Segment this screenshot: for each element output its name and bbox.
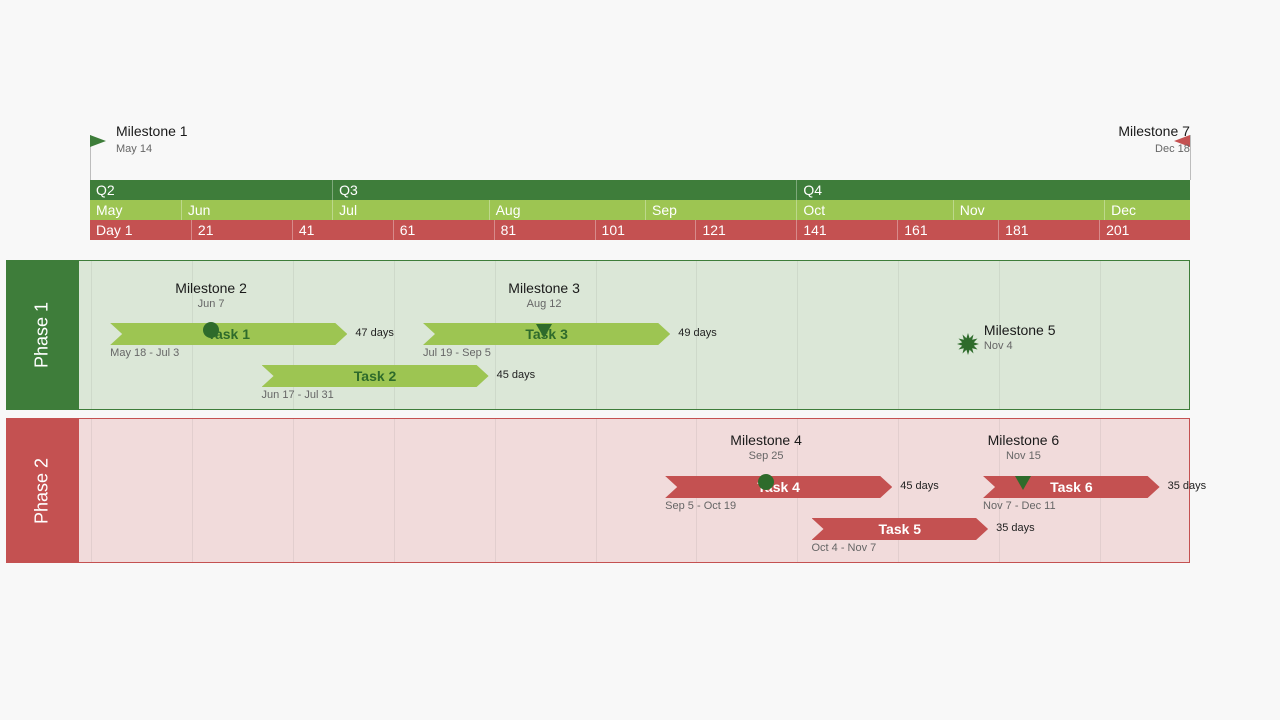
gridline bbox=[495, 419, 496, 562]
gridline bbox=[394, 419, 395, 562]
task-label: Task 6 bbox=[1050, 479, 1093, 495]
gridline bbox=[596, 419, 597, 562]
gridline bbox=[898, 261, 899, 409]
task-label: Task 5 bbox=[879, 521, 922, 537]
milestone-date: Aug 12 bbox=[474, 298, 614, 310]
top-milestone-title: Milestone 7 bbox=[1070, 123, 1190, 139]
milestone-date: Nov 15 bbox=[953, 450, 1093, 462]
task-duration: 47 days bbox=[355, 327, 394, 339]
header-day-101: 101 bbox=[595, 220, 696, 240]
header-day-41: 41 bbox=[292, 220, 393, 240]
header-day-161: 161 bbox=[897, 220, 998, 240]
header-day-141: 141 bbox=[796, 220, 897, 240]
milestone-triangle-icon bbox=[532, 318, 556, 342]
top-milestone-date: May 14 bbox=[116, 143, 236, 155]
swimlane-label-phase-1: Phase 1 bbox=[6, 260, 78, 410]
header-quarter-q2: Q2 bbox=[90, 180, 332, 200]
gridline bbox=[797, 261, 798, 409]
task-duration: 49 days bbox=[678, 327, 717, 339]
milestone-date: Jun 7 bbox=[141, 298, 281, 310]
top-milestone-title: Milestone 1 bbox=[116, 123, 236, 139]
top-milestone-date: Dec 18 bbox=[1070, 143, 1190, 155]
header-month-jul: Jul bbox=[332, 200, 488, 220]
gantt-chart: Milestone 1 May 14 Milestone 7 Dec 18 Q2Q3Q4… bbox=[0, 0, 1280, 720]
gridline bbox=[898, 419, 899, 562]
task-date-range: Oct 4 - Nov 7 bbox=[812, 542, 877, 554]
milestone-title: Milestone 4 bbox=[696, 432, 836, 448]
header-day-81: 81 bbox=[494, 220, 595, 240]
header-month-row: MayJunJulAugSepOctNovDec bbox=[90, 200, 1190, 220]
task-duration: 35 days bbox=[996, 522, 1035, 534]
task-label: Task 2 bbox=[354, 368, 397, 384]
gridline bbox=[91, 261, 92, 409]
milestone-triangle-icon bbox=[1011, 470, 1035, 494]
header-month-sep: Sep bbox=[645, 200, 796, 220]
header-day-121: 121 bbox=[695, 220, 796, 240]
header-month-nov: Nov bbox=[953, 200, 1104, 220]
gridline bbox=[293, 419, 294, 562]
task-date-range: Jul 19 - Sep 5 bbox=[423, 347, 491, 359]
task-date-range: Sep 5 - Oct 19 bbox=[665, 500, 736, 512]
header-month-jun: Jun bbox=[181, 200, 332, 220]
milestone-flag-start-icon bbox=[90, 135, 108, 149]
milestone-date: Sep 25 bbox=[696, 450, 836, 462]
header-month-dec: Dec bbox=[1104, 200, 1190, 220]
milestone-title: Milestone 5 bbox=[984, 322, 1124, 338]
milestone-starburst-icon bbox=[956, 332, 980, 356]
header-month-aug: Aug bbox=[489, 200, 645, 220]
milestone-title: Milestone 2 bbox=[141, 280, 281, 296]
milestone-date: Nov 4 bbox=[984, 340, 1124, 352]
header-quarter-q4: Q4 bbox=[796, 180, 1190, 200]
header-quarter-q3: Q3 bbox=[332, 180, 796, 200]
header-day-row: Day 121416181101121141161181201 bbox=[90, 220, 1190, 240]
swimlane-label-phase-2: Phase 2 bbox=[6, 418, 78, 563]
task-bar[interactable]: Task 1 bbox=[110, 323, 347, 345]
task-bar[interactable]: Task 4 bbox=[665, 476, 892, 498]
header-day-181: 181 bbox=[998, 220, 1099, 240]
milestone-title: Milestone 6 bbox=[953, 432, 1093, 448]
task-duration: 45 days bbox=[497, 369, 536, 381]
task-duration: 45 days bbox=[900, 480, 939, 492]
header-day-day-1: Day 1 bbox=[90, 220, 191, 240]
header-month-may: May bbox=[90, 200, 181, 220]
gridline bbox=[91, 419, 92, 562]
task-date-range: May 18 - Jul 3 bbox=[110, 347, 179, 359]
task-bar[interactable]: Task 2 bbox=[262, 365, 489, 387]
gridline bbox=[192, 419, 193, 562]
task-bar[interactable]: Task 6 bbox=[983, 476, 1160, 498]
task-bar[interactable]: Task 5 bbox=[812, 518, 989, 540]
header-month-oct: Oct bbox=[796, 200, 952, 220]
milestone-title: Milestone 3 bbox=[474, 280, 614, 296]
header-day-201: 201 bbox=[1099, 220, 1190, 240]
header-day-21: 21 bbox=[191, 220, 292, 240]
milestone-circle-icon bbox=[199, 318, 223, 342]
task-date-range: Jun 17 - Jul 31 bbox=[262, 389, 334, 401]
task-duration: 35 days bbox=[1168, 480, 1207, 492]
task-date-range: Nov 7 - Dec 11 bbox=[983, 500, 1056, 512]
header-quarter-row: Q2Q3Q4 bbox=[90, 180, 1190, 200]
header-day-61: 61 bbox=[393, 220, 494, 240]
milestone-circle-icon bbox=[754, 470, 778, 494]
